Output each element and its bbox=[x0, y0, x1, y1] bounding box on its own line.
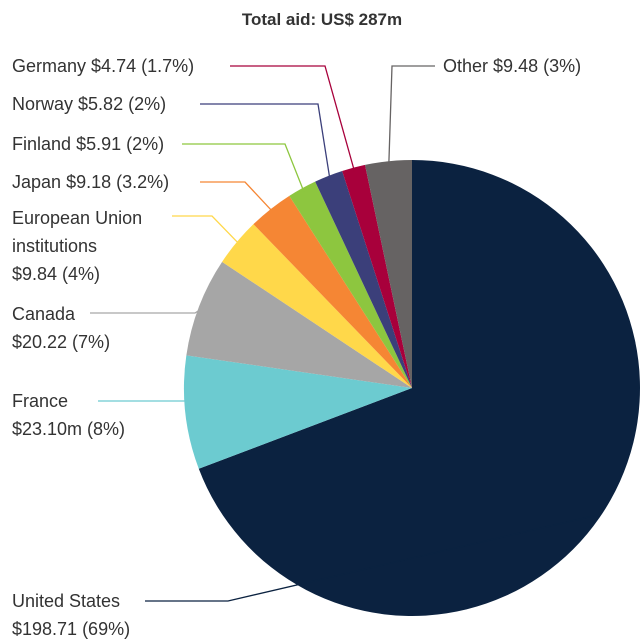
value-label: $5.82 (2%) bbox=[78, 94, 167, 114]
slice-label: Japan $9.18 (3.2%) bbox=[12, 168, 169, 196]
category-label: Finland bbox=[12, 134, 72, 154]
slice-label: France $23.10m (8%) bbox=[12, 387, 125, 443]
category-label: Norway bbox=[12, 94, 74, 114]
leader-line bbox=[230, 65, 356, 172]
pie-slice bbox=[184, 355, 412, 469]
pie-slice bbox=[315, 170, 412, 388]
value-label: $9.18 (3.2%) bbox=[66, 172, 170, 192]
slice-label: Other $9.48 (3%) bbox=[443, 52, 581, 80]
leader-line bbox=[145, 514, 597, 602]
slice-label: Norway $5.82 (2%) bbox=[12, 90, 166, 118]
leader-line bbox=[388, 65, 435, 166]
leader-line bbox=[182, 143, 305, 193]
leader-line bbox=[90, 307, 204, 314]
category-label: Japan bbox=[12, 172, 62, 192]
value-label: $4.74 (1.7%) bbox=[91, 56, 195, 76]
category-label: France bbox=[12, 391, 69, 411]
slice-label: Finland $5.91 (2%) bbox=[12, 130, 164, 158]
leader-line bbox=[98, 400, 190, 413]
slice-label: European Union institutions $9.84 (4%) bbox=[12, 204, 177, 288]
chart-title: Total aid: US$ 287m bbox=[241, 10, 403, 29]
category-label: United States bbox=[12, 591, 121, 611]
category-label: Canada bbox=[12, 304, 76, 324]
slice-label: United States $198.71 (69%) bbox=[12, 587, 130, 639]
pie-slice bbox=[253, 195, 412, 388]
category-label: Germany bbox=[12, 56, 87, 76]
value-label: $198.71 (69%) bbox=[12, 619, 131, 639]
leader-line bbox=[200, 103, 331, 180]
pie-slice bbox=[186, 261, 412, 388]
value-label: $23.10m (8%) bbox=[12, 419, 126, 439]
leader-line bbox=[172, 215, 241, 246]
category-label: Other bbox=[443, 56, 489, 76]
slice-label: Canada $20.22 (7%) bbox=[12, 300, 110, 356]
value-label: $20.22 (7%) bbox=[12, 332, 111, 352]
leader-line bbox=[200, 181, 274, 213]
pie-slice bbox=[222, 224, 412, 388]
value-label: $5.91 (2%) bbox=[76, 134, 165, 154]
value-label: $9.84 (4%) bbox=[12, 264, 101, 284]
pie-slice bbox=[342, 164, 412, 388]
pie-slice bbox=[198, 160, 640, 616]
pie-slice bbox=[365, 160, 412, 388]
category-label: European Union institutions bbox=[12, 208, 143, 256]
pie-slice bbox=[289, 181, 412, 388]
slice-label: Germany $4.74 (1.7%) bbox=[12, 52, 194, 80]
value-label: $9.48 (3%) bbox=[493, 56, 582, 76]
